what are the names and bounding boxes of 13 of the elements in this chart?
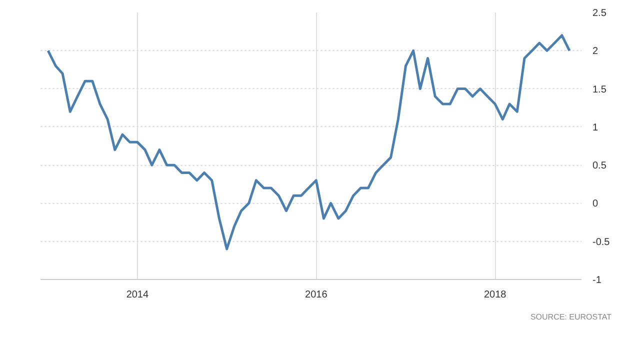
source-note: SOURCE: EUROSTAT	[530, 312, 612, 322]
x-tick-label: 2018	[484, 290, 507, 300]
y-tick-label: -1	[592, 275, 602, 286]
y-tick-label: -0.5	[592, 236, 610, 248]
y-tick-label: 0	[592, 198, 598, 210]
x-tick-label: 2014	[126, 290, 149, 300]
y-tick-label: 1	[592, 122, 598, 134]
y-tick-label: 2	[592, 46, 598, 58]
line-series	[46, 34, 571, 250]
y-tick-label: 1.5	[592, 84, 607, 96]
y-tick-label: 2.5	[592, 8, 607, 19]
y-tick-label: 0.5	[592, 160, 607, 172]
x-tick-label: 2016	[305, 290, 328, 300]
